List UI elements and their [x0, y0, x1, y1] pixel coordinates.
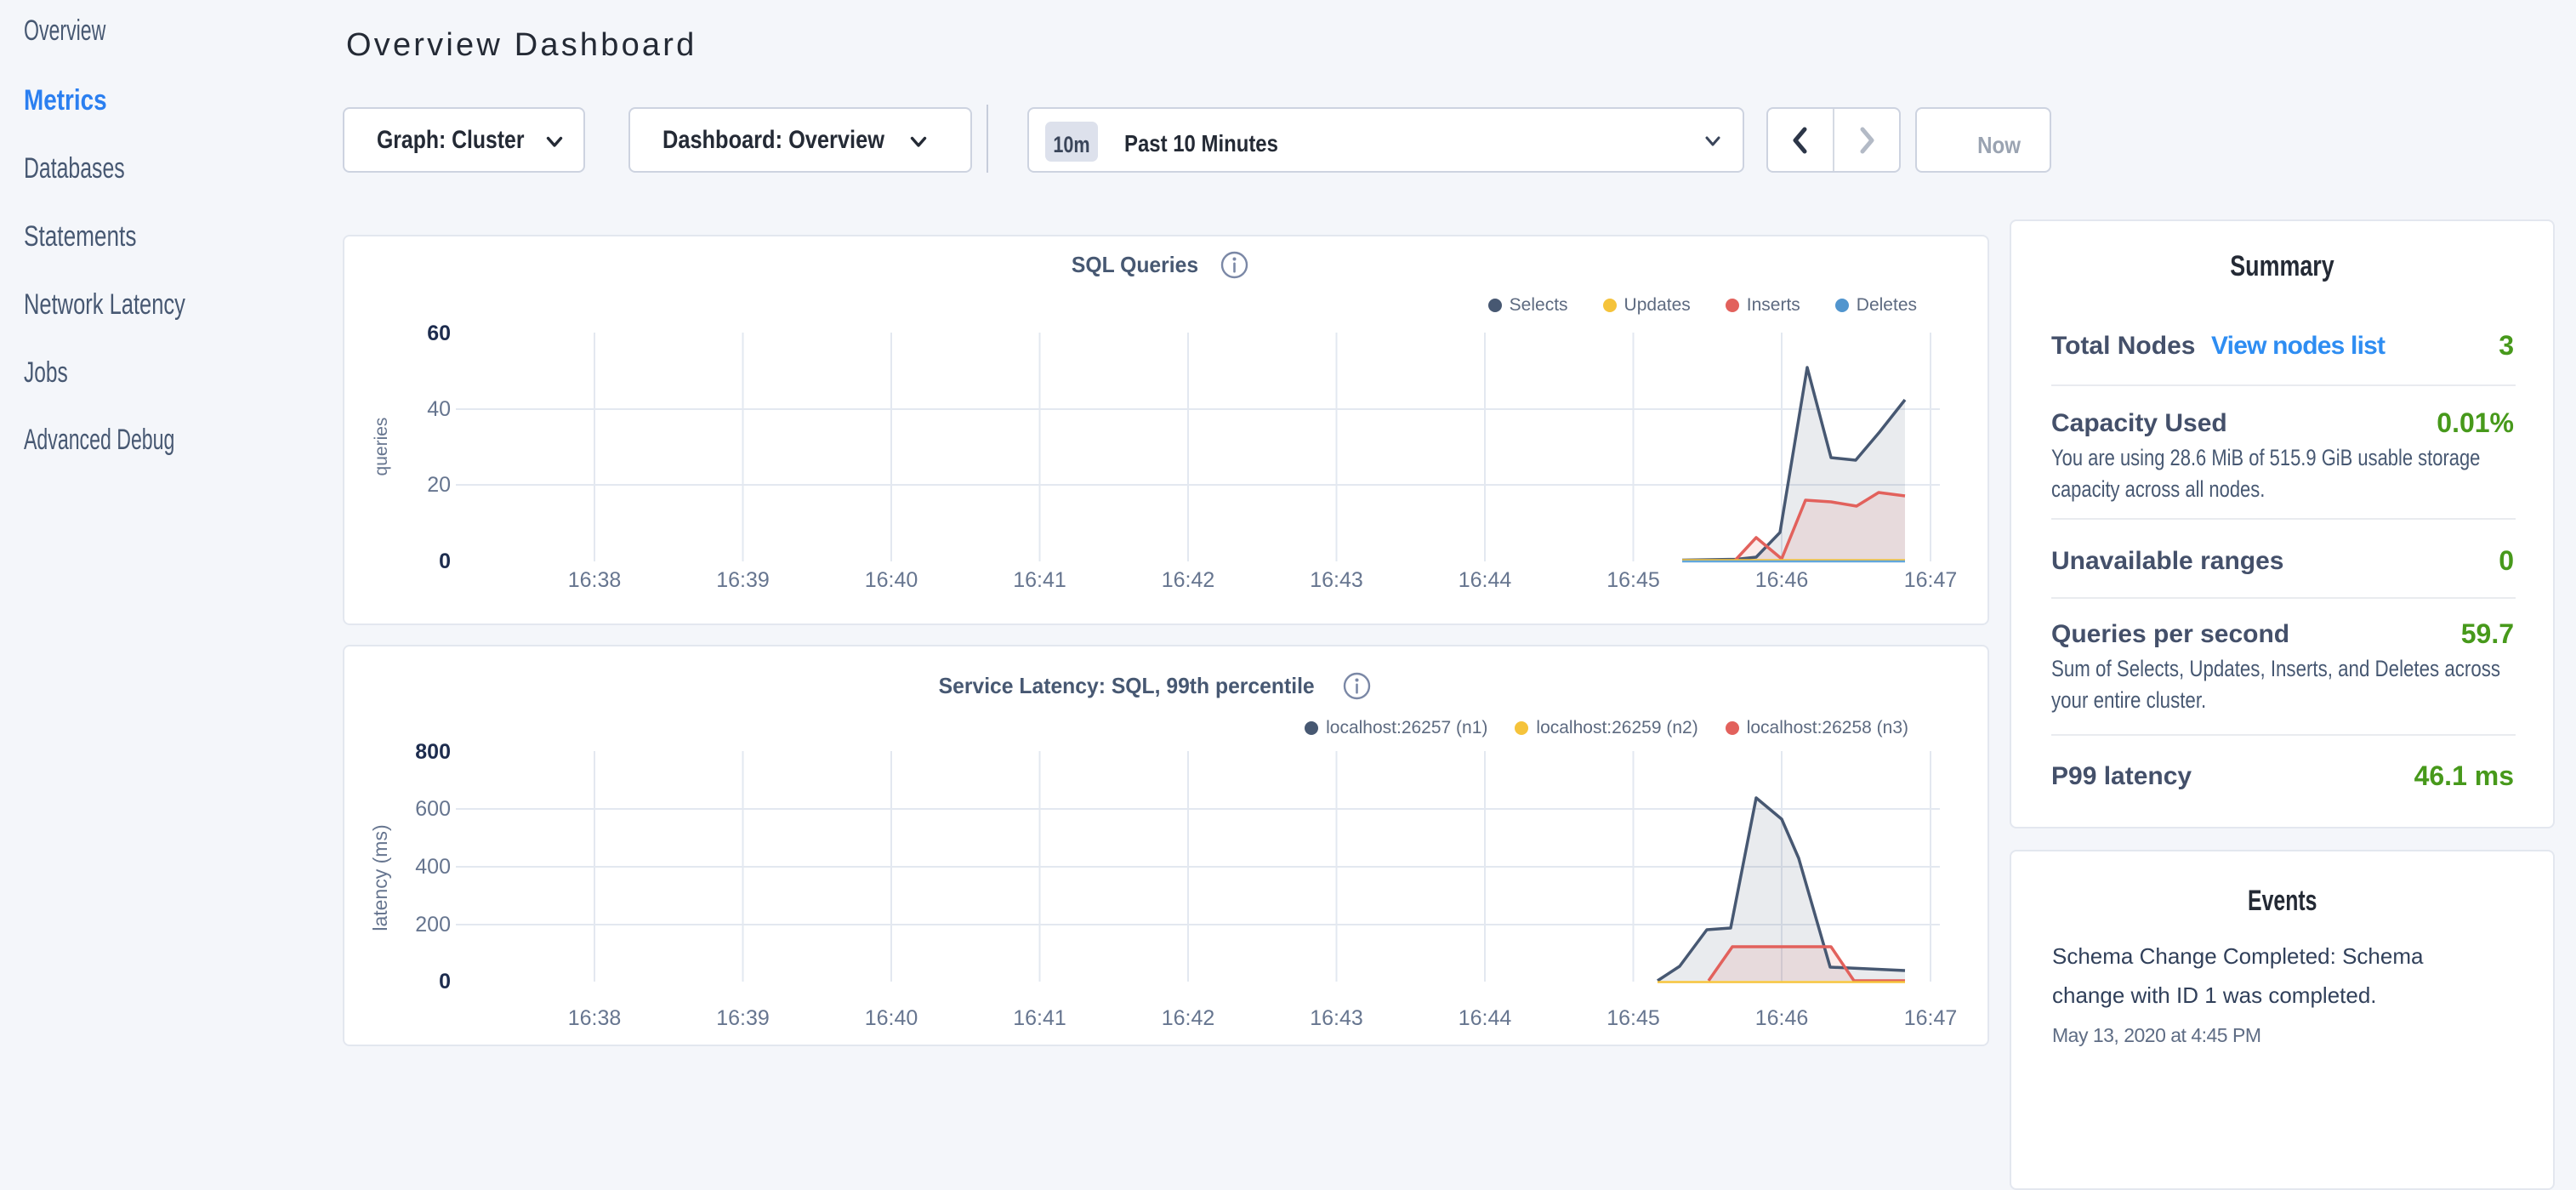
svg-text:16:39: 16:39	[716, 568, 770, 592]
svg-text:16:46: 16:46	[1755, 1006, 1809, 1030]
svg-text:800: 800	[415, 740, 451, 764]
svg-text:20: 20	[427, 473, 451, 497]
svg-text:16:44: 16:44	[1459, 1006, 1512, 1030]
svg-text:400: 400	[415, 855, 451, 879]
svg-text:16:43: 16:43	[1310, 1006, 1363, 1030]
svg-text:latency (ms): latency (ms)	[369, 824, 391, 931]
svg-text:16:38: 16:38	[568, 568, 622, 592]
svg-text:16:47: 16:47	[1904, 1006, 1958, 1030]
svg-text:16:42: 16:42	[1162, 1006, 1215, 1030]
svg-text:16:38: 16:38	[568, 1006, 622, 1030]
svg-text:16:44: 16:44	[1459, 568, 1512, 592]
svg-text:0: 0	[439, 549, 451, 573]
svg-text:0: 0	[439, 970, 451, 994]
svg-text:16:43: 16:43	[1310, 568, 1363, 592]
svg-text:16:40: 16:40	[865, 568, 918, 592]
svg-text:16:41: 16:41	[1013, 568, 1066, 592]
svg-text:queries: queries	[372, 418, 391, 476]
svg-text:16:47: 16:47	[1904, 568, 1958, 592]
svg-text:40: 40	[427, 397, 451, 421]
svg-text:16:46: 16:46	[1755, 568, 1809, 592]
svg-text:16:41: 16:41	[1013, 1006, 1066, 1030]
svg-text:16:39: 16:39	[716, 1006, 770, 1030]
svg-text:16:45: 16:45	[1606, 568, 1660, 592]
svg-text:200: 200	[415, 913, 451, 937]
svg-text:16:42: 16:42	[1162, 568, 1215, 592]
svg-text:60: 60	[427, 322, 451, 345]
svg-text:16:45: 16:45	[1606, 1006, 1660, 1030]
svg-text:16:40: 16:40	[865, 1006, 918, 1030]
svg-text:600: 600	[415, 797, 451, 821]
